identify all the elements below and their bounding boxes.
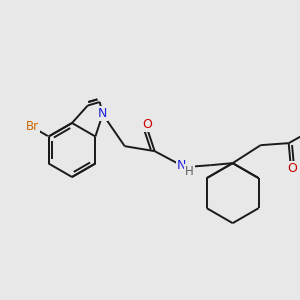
Text: N: N [98, 107, 107, 120]
Text: N: N [177, 159, 186, 172]
Text: Br: Br [26, 120, 39, 133]
Text: H: H [185, 165, 194, 178]
Text: O: O [288, 162, 298, 175]
Text: O: O [143, 118, 153, 131]
